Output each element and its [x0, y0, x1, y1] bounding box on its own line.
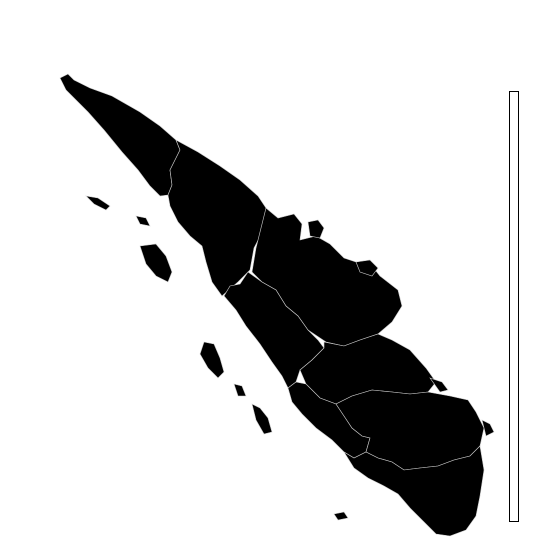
region-sumatera-utara-nias[interactable] [139, 243, 173, 283]
region-sumatera-utara-islet[interactable] [135, 215, 151, 227]
region-aceh[interactable] [59, 73, 181, 197]
region-mentawai-pagai[interactable] [251, 403, 273, 435]
region-kepulauan-riau-2[interactable] [355, 259, 379, 277]
region-aceh-simeulue[interactable] [85, 195, 111, 211]
colorbar [509, 91, 519, 522]
region-kepulauan-riau-1[interactable] [307, 219, 325, 239]
region-lampung-islet[interactable] [333, 511, 349, 521]
region-lampung[interactable] [343, 445, 485, 537]
region-bangka[interactable] [429, 377, 449, 393]
region-sumatera-utara[interactable] [167, 139, 267, 297]
region-mentawai-sipora[interactable] [233, 383, 247, 397]
region-belitung[interactable] [481, 419, 495, 437]
region-mentawai-siberut[interactable] [199, 341, 225, 379]
